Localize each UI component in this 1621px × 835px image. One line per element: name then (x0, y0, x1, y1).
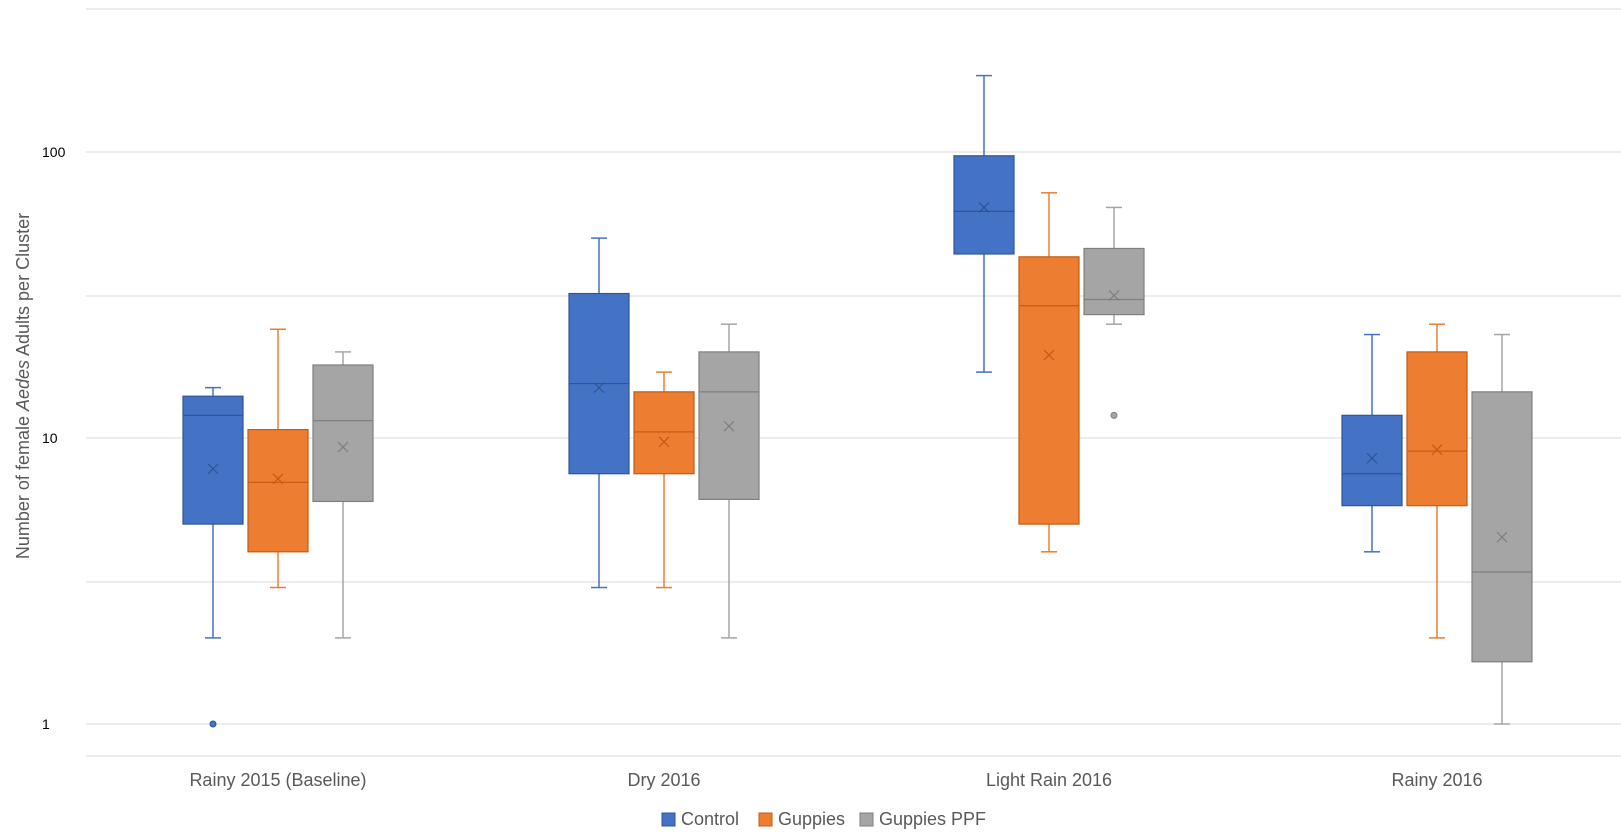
iqr-box (1083, 247, 1145, 316)
box (312, 351, 374, 639)
box (1406, 323, 1468, 639)
box (1018, 192, 1080, 553)
mean-marker (207, 463, 219, 475)
iqr-box (182, 395, 244, 525)
legend-swatch (758, 812, 773, 827)
mean-marker (337, 441, 349, 453)
legend-item: Control (661, 809, 739, 829)
box (1083, 206, 1145, 419)
category-labels: Rainy 2015 (Baseline) Dry 2016 Light Rain … (189, 770, 1482, 790)
y-axis-title: Number of female Aedes Adults per Cluste… (13, 213, 33, 559)
mean-marker (658, 436, 670, 448)
box (633, 371, 695, 589)
box-series (182, 74, 1533, 728)
legend-swatch (859, 812, 874, 827)
box (698, 323, 760, 639)
mean-marker (593, 382, 605, 394)
box (1471, 333, 1533, 725)
iqr-box (1341, 414, 1403, 507)
mean-marker (723, 420, 735, 432)
iqr-box (247, 428, 309, 553)
category-label: Rainy 2016 (1391, 770, 1482, 790)
legend-label: Control (681, 809, 739, 829)
legend: Control Guppies Guppies PPF (661, 809, 986, 829)
box (247, 328, 309, 589)
legend-swatch (661, 812, 676, 827)
mean-marker (1108, 290, 1120, 301)
y-tick-label: 1 (42, 716, 50, 732)
y-axis-title-suffix: Adults per Cluster (13, 213, 33, 360)
series-guppies-ppf (312, 206, 1533, 725)
series-control (182, 74, 1403, 728)
y-axis-title-prefix: Number of female (13, 411, 33, 559)
iqr-box (312, 364, 374, 503)
series-guppies (247, 192, 1468, 639)
mean-marker (1366, 452, 1378, 464)
y-axis-title-italic: Aedes (13, 360, 33, 412)
mean-marker (1043, 349, 1055, 361)
mean-marker (1431, 444, 1443, 456)
iqr-box (953, 155, 1015, 255)
mean-marker (978, 202, 990, 213)
box (1341, 333, 1403, 553)
iqr-box (633, 391, 695, 475)
box (182, 386, 244, 728)
iqr-box (1406, 351, 1468, 507)
legend-label: Guppies PPF (879, 809, 986, 829)
y-tick-label: 10 (42, 430, 58, 446)
box (953, 74, 1015, 373)
outlier-point (209, 720, 217, 728)
iqr-box (1018, 256, 1080, 525)
legend-label: Guppies (778, 809, 845, 829)
mean-marker (272, 473, 284, 485)
iqr-box (1471, 391, 1533, 663)
y-tick-labels: 1 10 100 (42, 144, 66, 732)
legend-item: Guppies (758, 809, 845, 829)
mean-marker (1496, 531, 1508, 543)
legend-item: Guppies PPF (859, 809, 986, 829)
outlier-point (1110, 411, 1118, 419)
box (568, 237, 630, 589)
category-label: Rainy 2015 (Baseline) (189, 770, 366, 790)
y-tick-label: 100 (42, 144, 66, 160)
category-label: Dry 2016 (627, 770, 700, 790)
category-label: Light Rain 2016 (986, 770, 1112, 790)
